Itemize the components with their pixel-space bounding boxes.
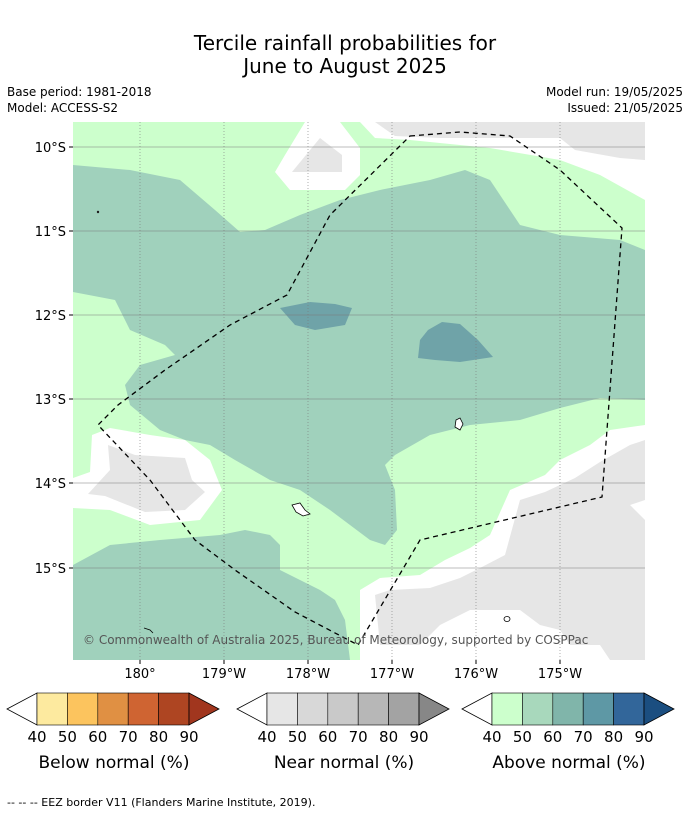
colorbar-tick-label: 70 xyxy=(574,728,593,746)
colorbar-extend-low xyxy=(461,692,493,726)
colorbar-segment xyxy=(357,692,389,726)
colorbar-tick-label: 90 xyxy=(409,728,428,746)
lon-label: 176°W xyxy=(454,667,498,682)
colorbar-near-label: Near normal (%) xyxy=(273,753,415,773)
island-a xyxy=(454,417,464,431)
colorbar-tick-label: 80 xyxy=(149,728,168,746)
colorbar-extend-high xyxy=(643,692,675,726)
colorbar-below: 40 50 60 70 80 90 xyxy=(6,692,220,746)
gridlines xyxy=(73,122,645,660)
colorbar-tick-label: 50 xyxy=(288,728,307,746)
colorbar-tick-label: 70 xyxy=(349,728,368,746)
colorbar-tick-label: 40 xyxy=(27,728,46,746)
colorbar-tick-label: 70 xyxy=(119,728,138,746)
colorbar-segment xyxy=(36,692,68,726)
colorbars: 40 50 60 70 80 90 40 50 60 70 80 90 40 50 60 70 80 90 xyxy=(6,692,675,746)
colorbar-segment xyxy=(613,692,645,726)
base-period: Base period: 1981-2018 xyxy=(7,85,152,99)
meta-left: Base period: 1981-2018 Model: ACCESS-S2 xyxy=(7,84,152,116)
field-above-50 xyxy=(73,165,645,660)
colorbar-tick-label: 40 xyxy=(257,728,276,746)
colorbar-segment xyxy=(388,692,420,726)
lat-labels: 10°S 11°S 12°S 13°S 14°S 15°S xyxy=(35,141,66,577)
colorbar-extend-low xyxy=(236,692,268,726)
lat-label: 11°S xyxy=(35,225,66,240)
lon-label: 177°W xyxy=(370,667,414,682)
lon-label: 180° xyxy=(124,667,155,682)
lon-label: 179°W xyxy=(202,667,246,682)
colorbar-tick-label: 60 xyxy=(543,728,562,746)
colorbar-segment xyxy=(522,692,554,726)
colorbar-tick-label: 50 xyxy=(58,728,77,746)
colorbar-tick-label: 50 xyxy=(513,728,532,746)
colorbar-segment xyxy=(97,692,129,726)
eez-border xyxy=(97,131,623,646)
colorbar-extend-low xyxy=(6,692,38,726)
colorbar-segment xyxy=(127,692,159,726)
colorbar-segment xyxy=(491,692,523,726)
island-e xyxy=(143,627,154,634)
colorbar-segment xyxy=(582,692,614,726)
colorbar-below-label: Below normal (%) xyxy=(38,753,190,773)
field-near-top-left xyxy=(292,138,342,172)
model-run: Model run: 19/05/2025 xyxy=(545,85,683,99)
model-name: Model: ACCESS-S2 xyxy=(7,101,119,115)
colorbar-above-label: Above normal (%) xyxy=(492,753,646,773)
field-near-left xyxy=(88,445,205,512)
lat-label: 13°S xyxy=(35,393,66,408)
lat-label: 12°S xyxy=(35,309,66,324)
colorbar-tick-label: 80 xyxy=(379,728,398,746)
island-b xyxy=(291,502,311,517)
island-d xyxy=(96,210,100,214)
chart-title-line2: June to August 2025 xyxy=(243,54,447,78)
lon-label: 175°W xyxy=(538,667,582,682)
field-above-60-a xyxy=(280,302,352,330)
colorbar-segment xyxy=(552,692,584,726)
colorbar-tick-label: 90 xyxy=(179,728,198,746)
copyright-notice: © Commonwealth of Australia 2025, Bureau… xyxy=(83,633,588,647)
chart-title-line1: Tercile rainfall probabilities for xyxy=(193,31,497,55)
island-c xyxy=(503,616,511,622)
map: 10°S 11°S 12°S 13°S 14°S 15°S 180° 179°W… xyxy=(35,122,645,682)
lon-labels: 180° 179°W 178°W 177°W 176°W 175°W xyxy=(124,667,582,682)
meta-right: Model run: 19/05/2025 Issued: 21/05/2025 xyxy=(546,84,683,116)
colorbar-tick-label: 60 xyxy=(318,728,337,746)
eez-footnote: -- -- -- EEZ border V11 (Flanders Marine… xyxy=(7,796,316,809)
field-near-top-right xyxy=(375,122,645,160)
map-fields xyxy=(73,122,645,660)
colorbar-segment xyxy=(67,692,99,726)
colorbar-segment xyxy=(297,692,329,726)
colorbar-above: 40 50 60 70 80 90 xyxy=(461,692,675,746)
field-gap-top xyxy=(275,122,645,200)
field-above-60-b xyxy=(418,322,493,362)
issued-date: Issued: 21/05/2025 xyxy=(567,101,683,115)
lat-label: 15°S xyxy=(35,562,66,577)
tick-marks xyxy=(69,146,561,664)
lat-label: 10°S xyxy=(35,141,66,156)
colorbar-segment xyxy=(158,692,190,726)
islands xyxy=(96,210,511,634)
colorbar-segment xyxy=(327,692,359,726)
colorbar-tick-label: 60 xyxy=(88,728,107,746)
lon-label: 178°W xyxy=(286,667,330,682)
colorbar-tick-label: 40 xyxy=(482,728,501,746)
colorbar-extend-high xyxy=(188,692,220,726)
colorbar-segment xyxy=(266,692,298,726)
colorbar-near: 40 50 60 70 80 90 xyxy=(236,692,450,746)
lat-label: 14°S xyxy=(35,477,66,492)
colorbar-tick-label: 80 xyxy=(604,728,623,746)
colorbar-extend-high xyxy=(418,692,450,726)
field-near-bottom-right xyxy=(375,440,645,660)
colorbar-tick-label: 90 xyxy=(634,728,653,746)
